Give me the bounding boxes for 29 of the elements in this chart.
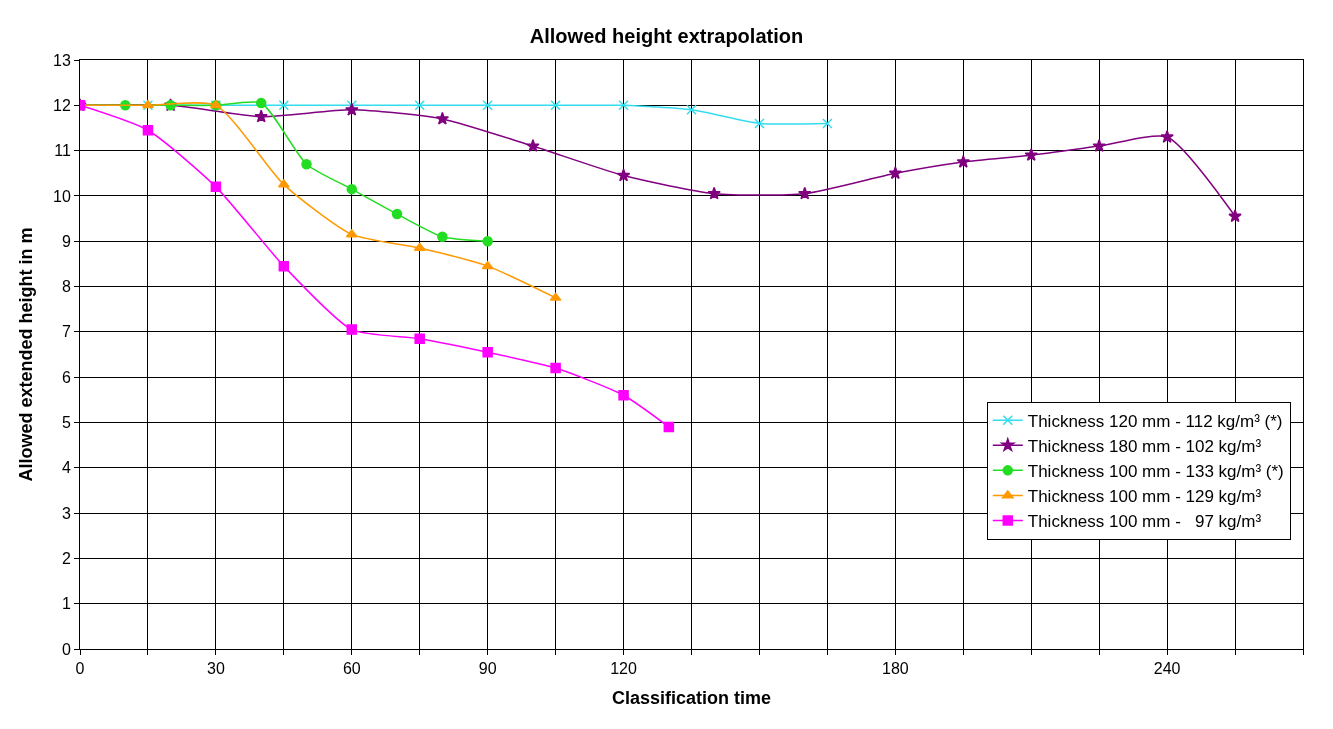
legend-label: Thickness 180 mm - 102 kg/m³ bbox=[1027, 436, 1262, 456]
y-axis-title: Allowed extended height in m bbox=[16, 227, 37, 482]
x-tick-label: 30 bbox=[206, 660, 225, 678]
x-tick-label: 180 bbox=[881, 660, 909, 678]
y-tick-label: 9 bbox=[61, 232, 71, 250]
x-tick-label: 120 bbox=[610, 660, 638, 678]
y-tick-label: 11 bbox=[54, 142, 71, 160]
y-tick-label: 3 bbox=[61, 504, 71, 522]
y-tick-label: 4 bbox=[61, 459, 71, 477]
y-tick-label: 0 bbox=[61, 640, 71, 658]
y-tick-label: 2 bbox=[61, 549, 71, 567]
x-tick-label: 240 bbox=[1153, 660, 1181, 678]
legend-label: Thickness 100 mm - 97 kg/m³ bbox=[1027, 512, 1262, 532]
y-tick-label: 7 bbox=[61, 323, 71, 341]
x-tick-label: 0 bbox=[75, 660, 85, 678]
y-tick-label: 1 bbox=[61, 595, 71, 613]
x-tick-label: 90 bbox=[478, 660, 497, 678]
y-tick-label: 13 bbox=[53, 51, 71, 69]
x-axis-title: Classification time bbox=[611, 688, 772, 709]
legend-label: Thickness 100 mm - 133 kg/m³ (*) bbox=[1027, 462, 1284, 481]
legend-label: Thickness 100 mm - 129 kg/m³ bbox=[1027, 487, 1262, 507]
y-tick-label: 12 bbox=[53, 96, 71, 114]
legend-label: Thickness 120 mm - 112 kg/m³ (*) bbox=[1027, 411, 1283, 431]
y-tick-label: 8 bbox=[61, 278, 71, 296]
chart-title: Allowed height extrapolation bbox=[529, 25, 804, 48]
x-tick-label: 60 bbox=[342, 660, 361, 678]
y-tick-label: 6 bbox=[61, 368, 71, 386]
y-tick-label: 5 bbox=[61, 414, 71, 432]
y-tick-label: 10 bbox=[53, 187, 71, 205]
